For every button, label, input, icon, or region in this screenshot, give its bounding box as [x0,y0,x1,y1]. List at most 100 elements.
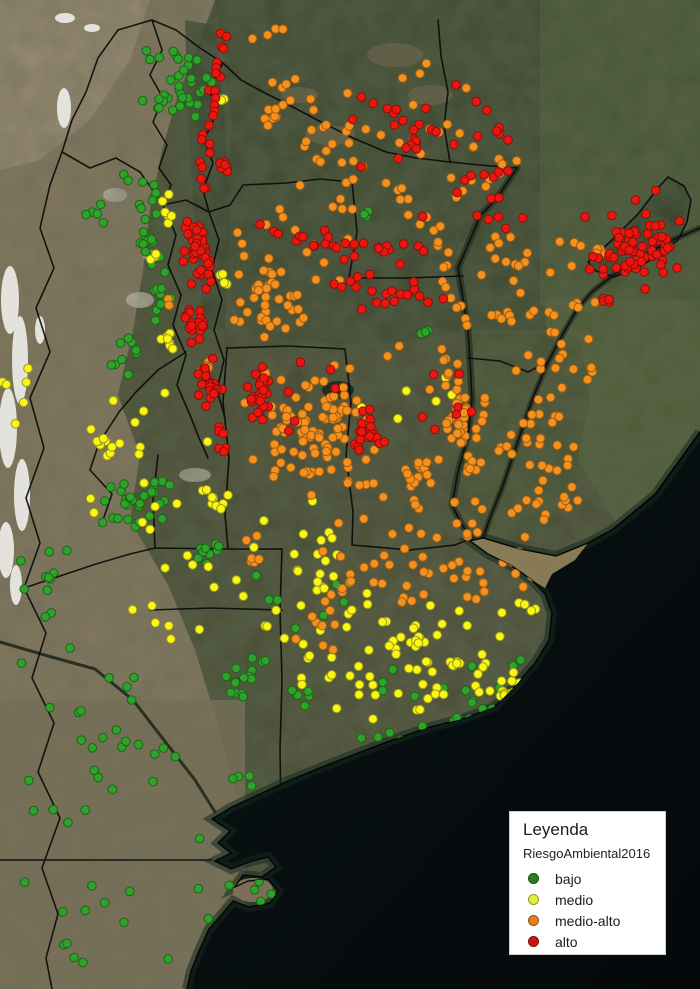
risk-dot-bajo [155,299,166,309]
risk-dot-medio [203,561,214,572]
risk-dot-alto [365,421,376,432]
risk-dot-medio_alto [397,73,408,83]
risk-dot-medio_alto [533,394,544,405]
risk-dot-medio_alto [554,411,564,422]
risk-dot-medio [164,621,174,631]
risk-dot-medio [508,687,518,698]
risk-dot-medio_alto [310,375,320,386]
risk-dot-alto [194,334,205,344]
risk-dot-medio [320,556,331,566]
risk-dot-medio_alto [395,194,406,205]
risk-dot-medio_alto [241,535,252,546]
risk-dot-alto [630,195,641,205]
risk-dot-medio_alto [303,402,314,412]
risk-dot-medio_alto [376,130,386,140]
risk-dot-medio_alto [419,567,429,577]
risk-dot-medio [127,604,138,615]
risk-dot-bajo [254,876,264,887]
risk-dot-medio [530,672,540,682]
risk-dot-medio [430,689,441,699]
risk-dot-bajo [356,733,367,743]
risk-dot-medio_alto [321,446,332,457]
risk-dot-medio_alto [291,392,301,403]
risk-dot-bajo [246,781,257,791]
risk-dot-medio_alto [278,212,288,222]
risk-dot-alto [203,258,214,269]
risk-dot-medio_alto [547,417,558,428]
risk-dot-alto [331,243,342,253]
risk-dot-medio_alto [510,556,520,567]
risk-dot-medio_alto [438,262,449,273]
risk-dot-medio_alto [337,583,348,594]
risk-dot-medio_alto [511,365,521,376]
risk-dot-medio_alto [342,457,353,468]
border-lapampa-south [149,607,283,611]
risk-dot-alto [479,169,489,180]
legend-item-medio_alto: medio-alto [523,910,655,931]
risk-dot-bajo [461,685,471,696]
risk-dot-medio [327,533,337,544]
risk-dot-medio [151,249,161,259]
risk-dot-medio_alto [410,499,421,510]
risk-dot-medio_alto [387,529,398,539]
risk-dot-alto [641,209,651,219]
risk-dot-alto [652,249,662,260]
risk-dot-bajo [339,597,349,607]
risk-dot-medio [554,634,565,644]
risk-dot-alto [627,237,638,247]
risk-dot-alto [408,125,419,135]
risk-dot-alto [355,434,365,445]
risk-dot-medio [168,344,178,354]
risk-dot-bajo [140,246,151,257]
risk-dot-medio_alto [443,247,454,258]
risk-dot-medio_alto [239,251,249,261]
risk-dot-medio_alto [515,552,526,563]
risk-dot-alto [186,320,197,331]
risk-dot-medio_alto [378,492,389,502]
risk-dot-medio_alto [281,411,292,422]
risk-dot-medio_alto [479,586,490,597]
risk-dot-medio [108,395,119,406]
risk-dot-alto [356,304,367,315]
risk-dot-medio [438,689,449,700]
risk-dot-medio_alto [267,77,278,88]
risk-dot-medio_alto [298,436,308,447]
risk-dot-bajo [359,209,370,220]
risk-dot-alto [207,353,218,364]
risk-dot-alto [658,267,669,278]
risk-dot-alto [186,337,197,348]
risk-dot-medio [522,690,533,701]
risk-dot-medio_alto [327,432,338,443]
risk-dot-bajo [144,511,155,521]
risk-dot-medio [304,651,315,661]
risk-dot-bajo [40,612,51,622]
risk-dot-alto [221,31,232,42]
border-santiago-chaco [348,181,358,279]
risk-dot-medio_alto [523,350,534,361]
risk-dot-medio_alto [229,315,240,325]
risk-dot-alto [414,291,425,302]
risk-dot-alto [503,135,513,145]
risk-dot-medio_alto [582,374,593,385]
risk-dot-alto [365,431,375,442]
risk-dot-bajo [123,333,134,344]
risk-dot-medio_alto [333,518,344,528]
risk-dot-alto [389,120,400,130]
risk-dot-medio_alto [518,582,529,592]
risk-dot-bajo [544,686,555,697]
border-cuyo-lapampa [23,547,283,589]
risk-dot-alto [423,297,433,308]
risk-dot-bajo [145,54,155,65]
legend-swatch-alto [528,936,539,947]
risk-dot-alto [371,297,382,308]
risk-dot-medio_alto [263,120,273,131]
risk-dot-medio_alto [510,552,521,563]
risk-dot-medio [223,490,233,501]
risk-dot-bajo [149,749,160,759]
risk-dot-alto [650,185,661,196]
risk-dot-bajo [150,315,161,326]
risk-dot-medio [536,678,546,689]
risk-dot-alto [624,245,635,255]
risk-dot-medio_alto [554,353,565,364]
risk-dot-medio_alto [293,304,304,315]
